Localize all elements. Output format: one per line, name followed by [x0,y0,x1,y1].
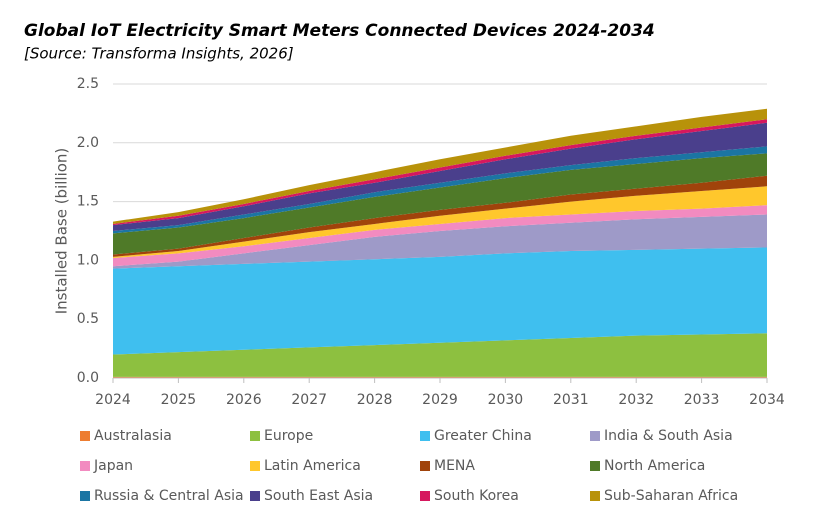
chart-title: Global IoT Electricity Smart Meters Conn… [24,21,655,41]
legend-swatch [80,461,90,471]
x-tick-label: 2026 [226,392,262,408]
x-tick-label: 2032 [618,392,654,408]
legend-swatch [590,431,600,441]
legend-label: Australasia [94,428,172,444]
area [113,146,767,234]
x-tick-label: 2024 [95,392,131,408]
x-tick-label: 2033 [684,392,720,408]
y-tick-label: 0.0 [77,370,99,386]
x-tick-label: 2029 [422,392,458,408]
y-axis-label: Installed Base (billion) [53,148,71,315]
legend-swatch [250,461,260,471]
legend-label: Russia & Central Asia [94,488,244,504]
y-tick-label: 0.5 [77,311,99,327]
legend-swatch [250,491,260,501]
x-tick-label: 2034 [749,392,785,408]
x-tick-label: 2031 [553,392,589,408]
area [113,119,767,226]
area [113,186,767,259]
area [113,214,767,269]
legend-label: Latin America [264,458,361,474]
x-tick-label: 2028 [357,392,393,408]
area [113,122,767,231]
area [113,175,767,257]
legend-swatch [250,431,260,441]
y-tick-label: 1.5 [77,194,99,210]
legend-label: South Korea [434,488,519,504]
area [113,205,767,267]
legend-swatch [420,491,430,501]
legend-label: MENA [434,458,475,474]
x-tick-label: 2030 [488,392,524,408]
x-tick-label: 2027 [291,392,327,408]
area [113,333,767,377]
y-tick-label: 2.0 [77,135,99,151]
legend-label: South East Asia [264,488,373,504]
area [113,108,767,224]
legend-swatch [590,491,600,501]
x-tick-label: 2025 [161,392,197,408]
legend-swatch [80,491,90,501]
legend-label: Europe [264,428,313,444]
legend-swatch [80,431,90,441]
legend-label: North America [604,458,705,474]
legend-label: Sub-Saharan Africa [604,488,738,504]
area [113,153,767,255]
chart-subtitle: [Source: Transforma Insights, 2026] [24,45,294,63]
legend-label: Japan [93,458,133,474]
legend-label: India & South Asia [604,428,733,444]
y-tick-label: 2.5 [77,76,99,92]
y-tick-label: 1.0 [77,252,99,268]
legend-swatch [420,461,430,471]
legend-label: Greater China [434,428,532,444]
area [113,247,767,355]
legend-swatch [420,431,430,441]
legend-swatch [590,461,600,471]
